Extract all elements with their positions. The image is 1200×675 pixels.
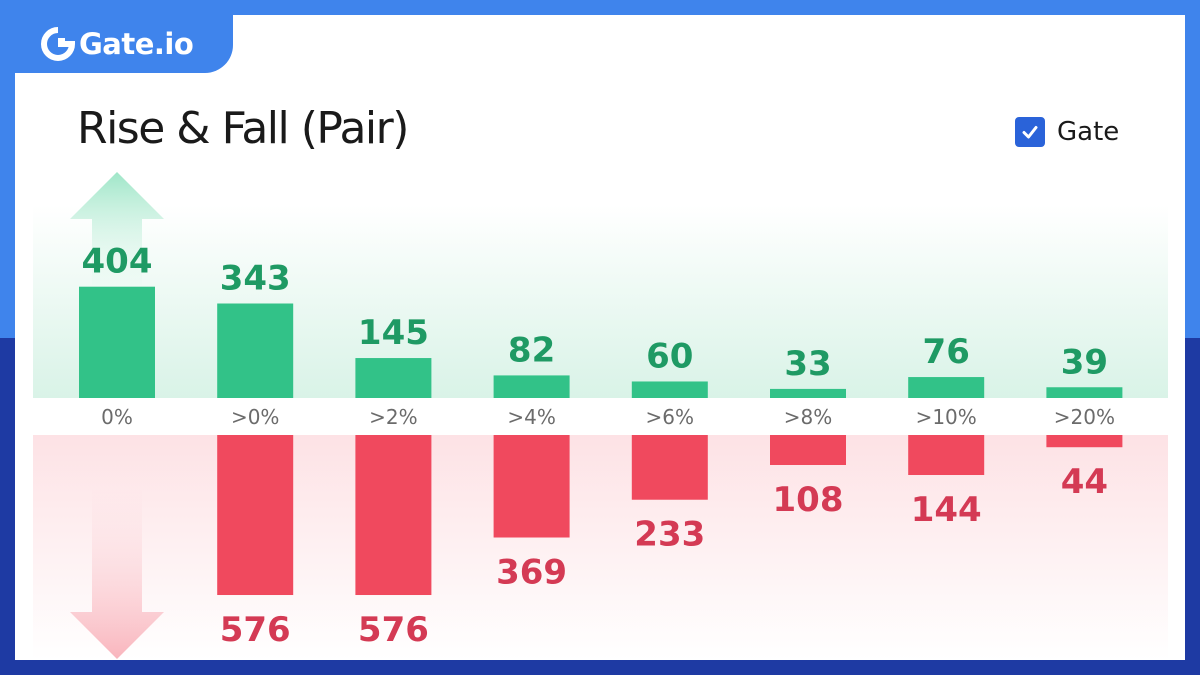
brand-logo: Gate.io	[41, 23, 194, 65]
rise-value-label: 343	[220, 259, 291, 299]
rise-bar	[908, 377, 985, 398]
rise-bar	[79, 286, 155, 398]
x-tick-label: >10%	[916, 405, 977, 429]
fall-bar	[908, 435, 985, 476]
fall-bar	[493, 435, 570, 538]
legend[interactable]: Gate	[1015, 117, 1119, 147]
x-tick-label: >6%	[646, 405, 695, 429]
down-arrow-icon	[70, 490, 164, 659]
fall-value-label: 576	[220, 610, 291, 650]
fall-value-label: 369	[496, 553, 567, 593]
checkmark-icon	[1022, 126, 1038, 139]
up-arrow-icon	[70, 172, 164, 285]
rise-zone-background	[33, 205, 1168, 398]
x-tick-label: >8%	[784, 405, 833, 429]
rise-bar	[493, 375, 570, 398]
gate-logo-icon	[41, 27, 75, 61]
x-tick-label: >0%	[231, 405, 280, 429]
fall-bar	[217, 435, 294, 596]
chart-card: Rise & Fall (Pair) Gate	[15, 15, 1185, 660]
logo-text: Gate.io	[79, 27, 194, 61]
fall-zone-background	[33, 435, 1168, 660]
fall-value-label: 233	[634, 515, 705, 555]
rise-value-label: 39	[1061, 342, 1108, 382]
x-tick-label: >2%	[369, 405, 418, 429]
x-tick-label: >4%	[507, 405, 556, 429]
fall-bar	[355, 435, 432, 596]
fall-value-label: 576	[358, 610, 429, 650]
bars-layer: 404 0% 343 >0% 576 145 >2% 576 82 >4% 369 60 >6% 233 3…	[79, 242, 1123, 650]
rise-value-label: 404	[82, 242, 153, 282]
rise-bar	[1046, 387, 1123, 398]
fall-bar	[1046, 435, 1123, 448]
rise-value-label: 76	[923, 332, 970, 372]
fall-value-label: 108	[773, 480, 844, 520]
rise-value-label: 60	[646, 336, 693, 376]
rise-bar	[217, 303, 294, 398]
legend-checkbox[interactable]	[1015, 117, 1045, 147]
rise-fall-chart: 404 0% 343 >0% 576 145 >2% 576 82 >4% 369 60 >6% 233 3…	[33, 172, 1168, 660]
rise-bar	[355, 358, 432, 398]
x-tick-label: 0%	[101, 405, 133, 429]
rise-value-label: 82	[508, 330, 555, 370]
chart-title: Rise & Fall (Pair)	[77, 103, 409, 154]
fall-value-label: 144	[911, 490, 982, 530]
rise-bar	[770, 388, 846, 398]
x-tick-label: >20%	[1054, 405, 1115, 429]
rise-value-label: 145	[358, 313, 429, 353]
fall-bar	[631, 435, 708, 500]
rise-value-label: 33	[784, 344, 831, 384]
rise-bar	[631, 381, 708, 398]
logo-tab: Gate.io	[15, 15, 233, 73]
legend-label: Gate	[1057, 117, 1120, 147]
fall-bar	[770, 435, 846, 466]
fall-value-label: 44	[1061, 462, 1108, 502]
